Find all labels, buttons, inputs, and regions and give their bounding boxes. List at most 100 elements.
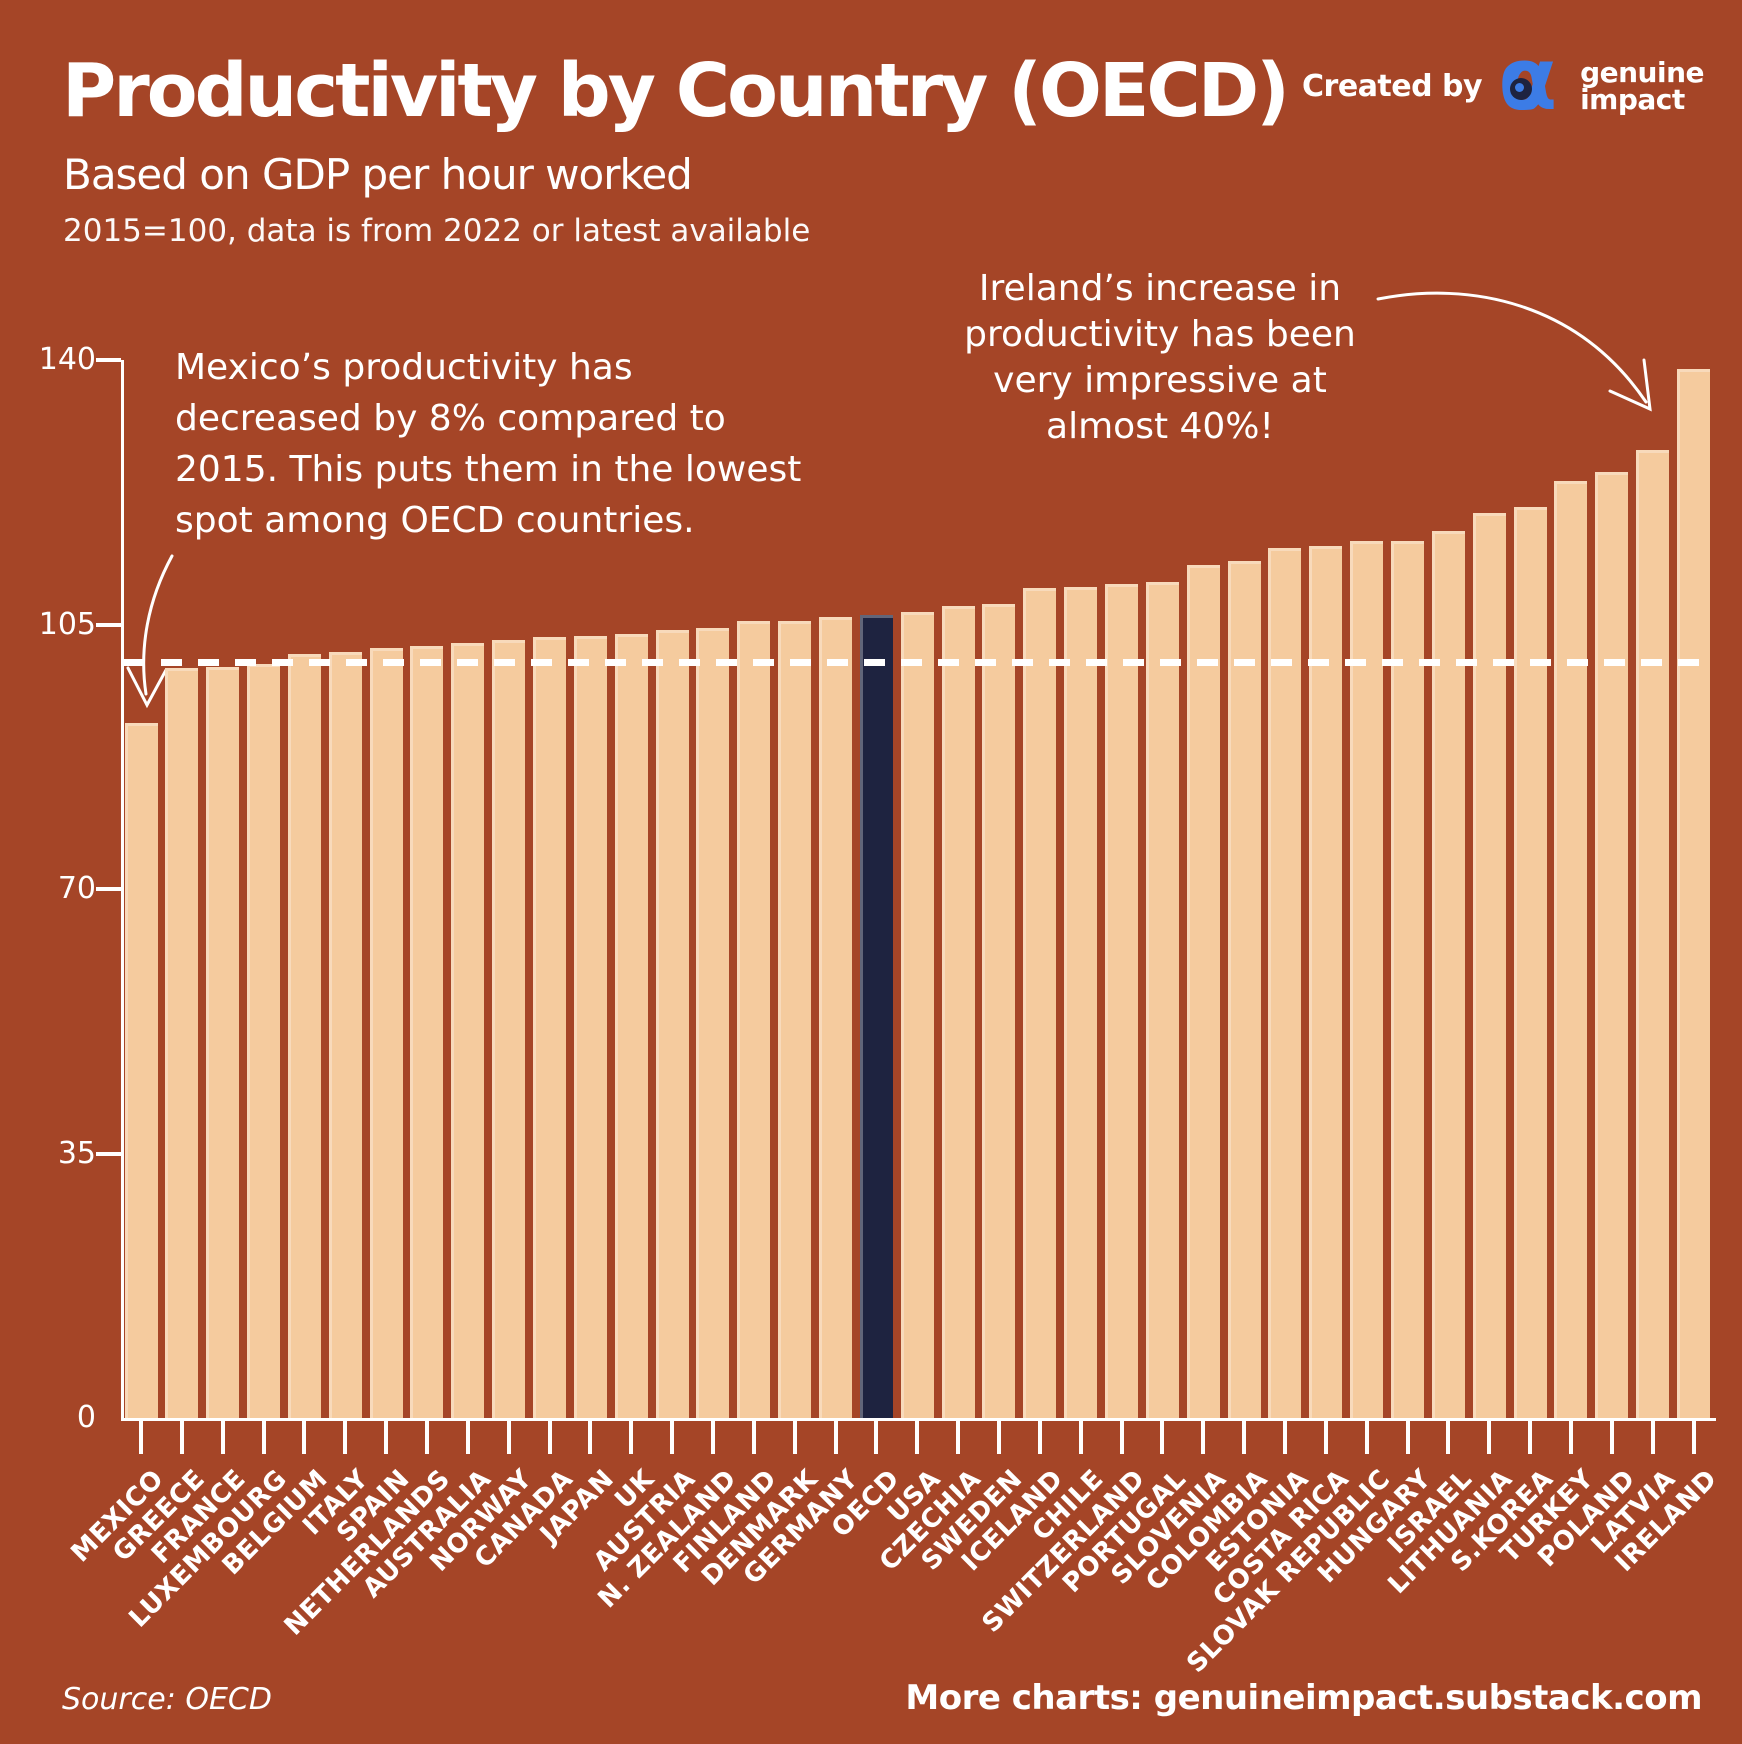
x-axis-tick bbox=[670, 1420, 675, 1454]
bar-slovenia bbox=[1186, 564, 1220, 1418]
x-axis-tick bbox=[874, 1420, 879, 1454]
x-axis-tick bbox=[547, 1420, 552, 1454]
page-title: Productivity by Country (OECD) bbox=[62, 48, 1290, 134]
x-axis-tick bbox=[1323, 1420, 1328, 1454]
x-axis-tick bbox=[710, 1420, 715, 1454]
bar-czechia bbox=[941, 606, 975, 1418]
x-axis-tick bbox=[179, 1420, 184, 1454]
y-axis-label: 70 bbox=[57, 871, 96, 906]
bar-oecd-highlight bbox=[859, 614, 893, 1418]
bar-uk bbox=[614, 633, 648, 1418]
x-axis-tick bbox=[1650, 1420, 1655, 1454]
bar-costa-rica bbox=[1309, 545, 1343, 1418]
bar-norway bbox=[492, 640, 526, 1418]
x-axis-tick bbox=[588, 1420, 593, 1454]
bar-lithuania bbox=[1472, 512, 1506, 1418]
genuine-impact-alpha-logo-icon: α bbox=[1498, 30, 1564, 130]
created-by-label: Created by bbox=[1302, 68, 1483, 104]
logo-pupil bbox=[1515, 83, 1525, 92]
chart-subtitle: Based on GDP per hour worked bbox=[63, 150, 693, 199]
y-axis-tick bbox=[96, 1151, 121, 1156]
x-axis-tick bbox=[1242, 1420, 1247, 1454]
y-axis-label: 140 bbox=[38, 342, 96, 377]
bar-chile bbox=[1064, 587, 1098, 1418]
bar-luxembourg bbox=[247, 663, 281, 1418]
bar-switzerland bbox=[1105, 583, 1139, 1418]
x-axis-tick bbox=[629, 1420, 634, 1454]
brand-name-bottom: impact bbox=[1580, 83, 1685, 116]
bar-turkey bbox=[1554, 480, 1588, 1418]
x-axis-tick bbox=[915, 1420, 920, 1454]
y-axis-tick bbox=[96, 887, 121, 891]
bar-poland bbox=[1595, 471, 1629, 1418]
x-axis-tick bbox=[343, 1420, 348, 1454]
x-axis-tick bbox=[1282, 1420, 1287, 1454]
y-axis-tick bbox=[96, 358, 121, 362]
x-axis-tick bbox=[1364, 1420, 1369, 1454]
x-axis-tick bbox=[465, 1420, 470, 1454]
x-axis-tick bbox=[261, 1420, 266, 1454]
x-axis-baseline bbox=[121, 1418, 1716, 1421]
x-axis-tick bbox=[956, 1420, 961, 1454]
x-axis-tick bbox=[424, 1420, 429, 1454]
x-axis-tick bbox=[1119, 1420, 1124, 1454]
x-axis-tick bbox=[1037, 1420, 1042, 1454]
reference-line-100 bbox=[124, 659, 1713, 667]
bar-latvia bbox=[1636, 449, 1670, 1418]
bar-s-korea bbox=[1513, 507, 1547, 1418]
x-axis-tick bbox=[220, 1420, 225, 1454]
y-axis-line bbox=[121, 360, 124, 1421]
bar-canada bbox=[533, 637, 567, 1418]
chart-unit-note: 2015=100, data is from 2022 or latest av… bbox=[63, 213, 811, 249]
bar-denmark bbox=[778, 620, 812, 1418]
x-axis-tick bbox=[1487, 1420, 1492, 1454]
bar-usa bbox=[900, 612, 934, 1418]
brand-name-top: genuine bbox=[1580, 56, 1704, 89]
x-axis-tick bbox=[1528, 1420, 1533, 1454]
bar-ireland bbox=[1677, 369, 1711, 1418]
bar-greece bbox=[165, 667, 199, 1418]
bar-estonia bbox=[1268, 548, 1302, 1418]
x-axis-tick bbox=[1609, 1420, 1614, 1454]
brand-name: genuine impact bbox=[1580, 56, 1704, 116]
bar-israel bbox=[1431, 530, 1465, 1418]
y-axis-label: 35 bbox=[57, 1135, 96, 1171]
x-axis-tick bbox=[139, 1420, 143, 1454]
bar-belgium bbox=[287, 653, 321, 1418]
x-axis-tick bbox=[302, 1420, 307, 1454]
bar-australia bbox=[451, 642, 485, 1418]
x-axis-tick bbox=[1160, 1420, 1165, 1454]
x-axis-tick bbox=[506, 1420, 511, 1454]
bar-iceland bbox=[1023, 588, 1057, 1418]
bar-n-zealand bbox=[696, 627, 730, 1418]
mexico-annotation: Mexico’s productivity has decreased by 8… bbox=[175, 347, 802, 542]
x-axis-tick bbox=[1405, 1420, 1410, 1454]
x-axis-tick bbox=[1691, 1420, 1696, 1454]
bar-japan bbox=[573, 635, 607, 1418]
bar-germany bbox=[819, 616, 853, 1418]
bar-hungary bbox=[1391, 540, 1425, 1418]
ireland-annotation: Ireland’s increase in productivity has b… bbox=[964, 268, 1356, 448]
x-axis-tick bbox=[833, 1420, 838, 1454]
x-axis-tick bbox=[384, 1420, 389, 1454]
y-axis-tick bbox=[96, 622, 121, 627]
more-charts-link: More charts: genuineimpact.substack.com bbox=[905, 1678, 1702, 1718]
bar-mexico bbox=[124, 722, 158, 1418]
bar-france bbox=[206, 666, 240, 1418]
x-axis-tick bbox=[1078, 1420, 1083, 1454]
bar-italy bbox=[328, 652, 362, 1418]
y-axis-label: 105 bbox=[38, 606, 96, 642]
bar-slovak-republic bbox=[1350, 541, 1384, 1418]
credit-block: Created by α genuine impact bbox=[1302, 30, 1704, 130]
x-axis-tick bbox=[1201, 1420, 1206, 1454]
bar-finland bbox=[737, 621, 771, 1418]
bar-sweden bbox=[982, 604, 1016, 1418]
source-label: Source: OECD bbox=[62, 1682, 272, 1717]
y-axis-label: 0 bbox=[76, 1400, 96, 1435]
bar-spain bbox=[369, 647, 403, 1418]
bar-netherlands bbox=[410, 646, 444, 1418]
bar-portugal bbox=[1145, 582, 1179, 1418]
bar-austria bbox=[655, 629, 689, 1418]
